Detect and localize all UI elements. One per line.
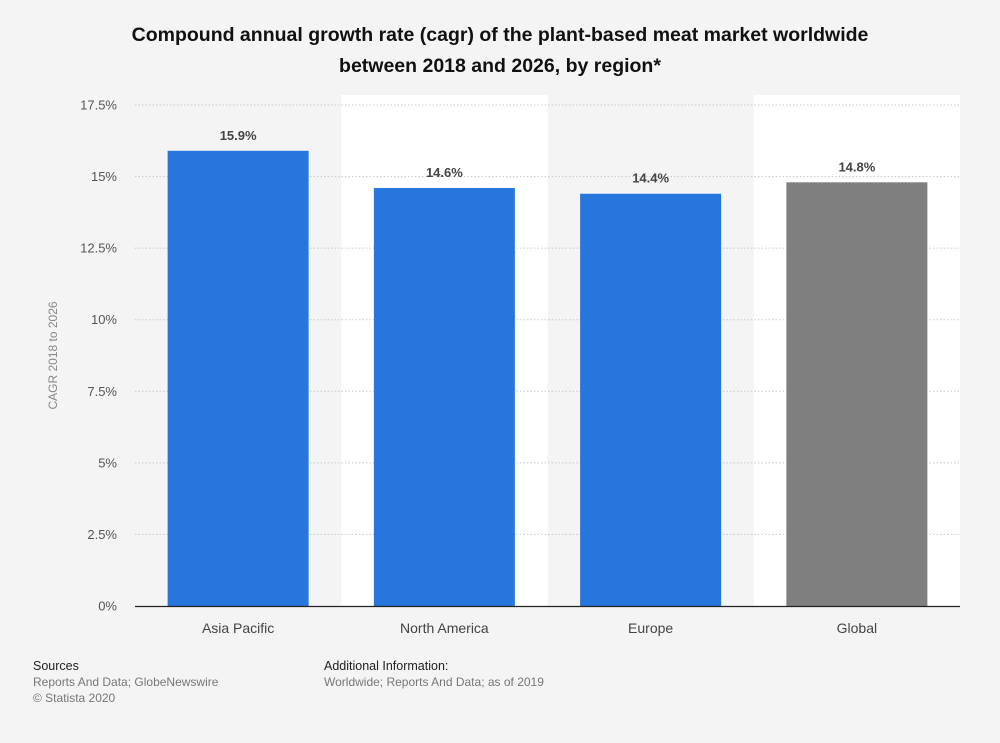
chart-title-line-1: Compound annual growth rate (cagr) of th…: [131, 24, 869, 46]
bar-asia-pacific: [167, 150, 309, 606]
data-label: 14.4%: [632, 171, 669, 186]
sources-line[interactable]: Reports And Data; GlobeNewswire: [33, 675, 219, 689]
bar-europe: [580, 193, 722, 606]
additional-info-title: Additional Information:: [324, 659, 449, 673]
y-tick-label: 2.5%: [87, 527, 117, 542]
x-tick-label: Global: [837, 620, 877, 636]
y-tick-label: 10%: [91, 312, 117, 327]
y-tick-label: 15%: [91, 169, 117, 184]
y-tick-label: 5%: [98, 455, 117, 470]
chart-title: Compound annual growth rate (cagr) of th…: [60, 20, 940, 82]
bar-chart: 0% 2.5% 5% 7.5% 10% 12.5% 15% 17.5% CAGR 2018 to…: [46, 95, 960, 636]
additional-info-block: Additional Information: Worldwide; Repor…: [324, 658, 544, 690]
bar-global: [786, 182, 928, 606]
sources-block: Sources Reports And Data; GlobeNewswire …: [33, 658, 218, 706]
data-label: 14.6%: [426, 165, 463, 180]
copyright-line: © Statista 2020: [33, 691, 116, 705]
additional-info-line: Worldwide; Reports And Data; as of 2019: [324, 675, 544, 689]
y-tick-label: 0%: [98, 599, 117, 614]
bar-north-america: [373, 188, 515, 606]
x-tick-label: Asia Pacific: [202, 620, 274, 636]
chart-title-line-2: between 2018 and 2026, by region*: [339, 55, 661, 77]
y-tick-label: 7.5%: [87, 384, 117, 399]
y-tick-label: 17.5%: [80, 98, 117, 113]
data-label: 15.9%: [220, 128, 257, 143]
data-label: 14.8%: [838, 159, 875, 174]
y-tick-label: 12.5%: [80, 241, 117, 256]
y-axis-title: CAGR 2018 to 2026: [46, 301, 60, 409]
x-tick-label: Europe: [628, 620, 673, 636]
x-tick-label: North America: [400, 620, 489, 636]
sources-title: Sources: [33, 659, 79, 673]
